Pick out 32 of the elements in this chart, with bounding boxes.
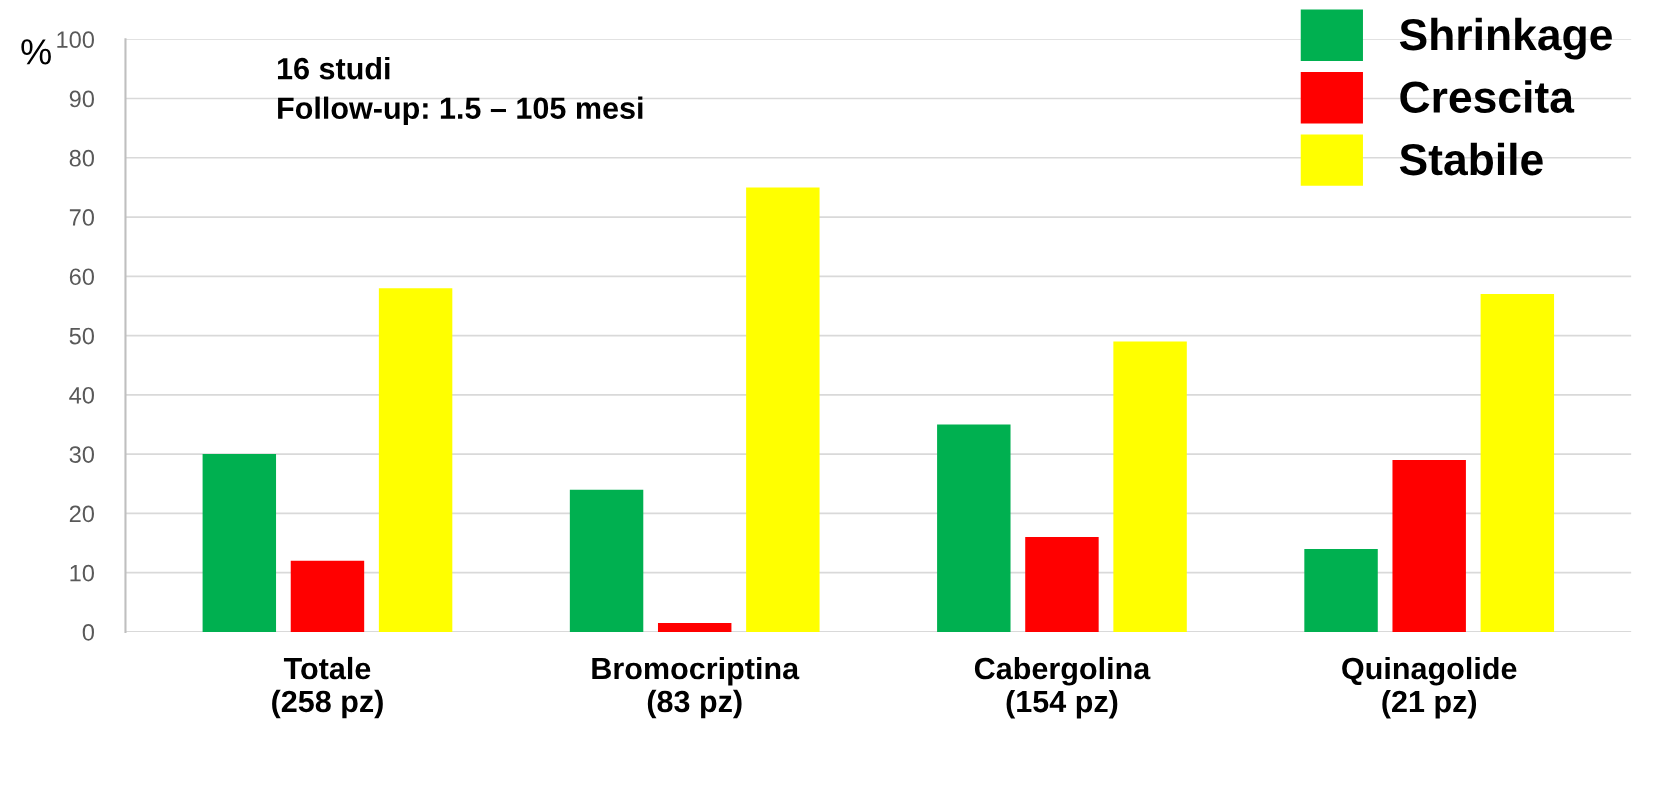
- y-tick-label: 80: [69, 149, 94, 167]
- y-tick-label: 100: [57, 31, 94, 49]
- x-tick-label: Quinagolide (21 pz): [1342, 656, 1517, 719]
- bar: [746, 187, 820, 632]
- legend-label: Stabile: [1399, 142, 1543, 176]
- bar: [1304, 548, 1378, 632]
- y-tick-label: 50: [69, 327, 94, 345]
- bar: [569, 489, 644, 632]
- annotation: 16 studi Follow-up: 1.5 – 105 mesi: [277, 57, 643, 126]
- y-tick-label: 30: [69, 446, 94, 463]
- bar: [1392, 460, 1466, 632]
- legend-label: Crescita: [1400, 80, 1575, 113]
- bar: [937, 424, 1011, 632]
- y-axis-title: %: [21, 39, 51, 65]
- bar: [1480, 294, 1555, 632]
- bar: [1113, 341, 1187, 632]
- y-tick-label: 40: [69, 386, 94, 404]
- bar: [1025, 537, 1099, 632]
- bar: [290, 560, 365, 632]
- y-tick-label: 60: [69, 268, 94, 286]
- x-tick-label: Totale (258 pz): [272, 656, 383, 719]
- y-tick-label: 10: [70, 564, 94, 582]
- bar: [378, 288, 453, 632]
- x-tick-label: Bromocriptina (83 pz): [592, 656, 800, 719]
- legend-label: Shrinkage: [1399, 17, 1612, 60]
- y-tick-label: 0: [82, 623, 94, 641]
- x-tick-label: Cabergolina (154 pz): [974, 656, 1151, 719]
- bar: [657, 623, 732, 632]
- y-tick-label: 70: [69, 209, 94, 226]
- y-tick-label: 90: [69, 90, 94, 108]
- bar: [202, 454, 277, 632]
- y-tick-label: 20: [69, 505, 94, 523]
